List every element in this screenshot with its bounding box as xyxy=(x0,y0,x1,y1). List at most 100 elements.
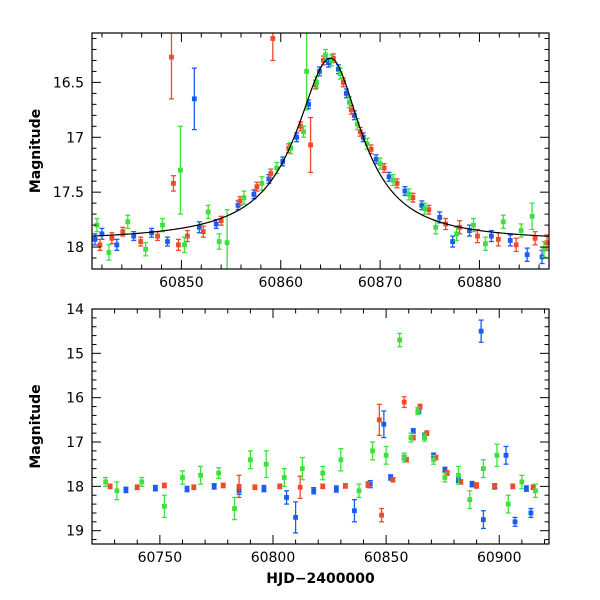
data-point xyxy=(114,238,120,251)
data-point xyxy=(205,204,211,220)
data-point xyxy=(351,499,357,523)
data-point xyxy=(261,484,267,493)
data-point xyxy=(406,188,412,201)
y-tick-label: 19 xyxy=(66,524,84,540)
data-point xyxy=(152,484,158,492)
data-point xyxy=(320,465,326,481)
data-point xyxy=(106,244,112,261)
data-point xyxy=(365,481,371,488)
data-point xyxy=(512,516,518,527)
data-point xyxy=(247,450,253,470)
data-point xyxy=(94,217,100,233)
data-point xyxy=(179,470,185,485)
data-point xyxy=(268,168,274,179)
y-tick-label: 17 xyxy=(66,435,84,451)
y-tick-label: 16 xyxy=(66,391,84,407)
data-point xyxy=(500,214,506,230)
data-point xyxy=(241,190,247,205)
x-tick-label: 60850 xyxy=(364,550,409,566)
data-point xyxy=(401,452,407,463)
data-point xyxy=(519,474,525,490)
data-point xyxy=(308,116,314,174)
data-point xyxy=(314,76,320,89)
plot-frame xyxy=(91,308,550,545)
y-tick-label: 15 xyxy=(66,346,84,362)
data-point xyxy=(165,236,171,247)
data-point xyxy=(259,176,265,191)
data-point xyxy=(191,484,197,491)
data-point xyxy=(125,214,131,230)
data-point xyxy=(252,484,258,491)
data-point xyxy=(161,494,167,519)
data-point xyxy=(478,319,484,343)
data-point xyxy=(155,231,161,242)
data-point xyxy=(103,476,109,488)
plot-area xyxy=(103,319,538,534)
data-point xyxy=(138,236,144,247)
data-point xyxy=(469,480,475,488)
data-point xyxy=(198,465,204,485)
data-point xyxy=(401,396,407,409)
x-axis-label: HJD−2400000 xyxy=(266,571,375,587)
data-point xyxy=(376,403,382,437)
x-tick-label: 60750 xyxy=(138,550,183,566)
y-tick-label: 17 xyxy=(66,130,84,146)
data-point xyxy=(528,507,534,519)
series-red xyxy=(97,33,549,253)
data-point xyxy=(134,484,140,491)
x-tick-label: 60860 xyxy=(258,275,303,291)
data-point xyxy=(532,231,538,246)
data-point xyxy=(524,247,530,262)
x-tick-label: 60900 xyxy=(477,550,522,566)
data-point xyxy=(114,481,120,501)
data-point xyxy=(442,472,448,483)
data-point xyxy=(284,490,290,505)
bottom-panel: 60750 60800 60850 60900 14 15 16 17 18 19 Magnitud… xyxy=(28,302,550,587)
data-point xyxy=(263,450,269,479)
data-point xyxy=(175,238,181,251)
data-point xyxy=(503,445,509,465)
data-point xyxy=(397,332,403,348)
data-point xyxy=(107,483,113,490)
data-point xyxy=(370,441,376,461)
data-point xyxy=(160,217,166,233)
y-tick-label: 14 xyxy=(66,302,84,318)
data-point xyxy=(474,482,480,489)
data-point xyxy=(311,487,317,495)
x-tick-label: 60850 xyxy=(159,275,204,291)
y-tick-label: 18 xyxy=(66,479,84,495)
data-point xyxy=(232,496,238,521)
data-point xyxy=(532,483,538,499)
data-point xyxy=(191,67,197,131)
data-point xyxy=(139,476,145,488)
data-point xyxy=(507,234,513,247)
data-point xyxy=(356,483,362,499)
data-point xyxy=(437,211,443,224)
data-point xyxy=(294,132,300,143)
ticks xyxy=(92,33,549,270)
data-point xyxy=(467,490,473,510)
data-point xyxy=(143,242,149,257)
data-point xyxy=(495,232,501,247)
data-point xyxy=(97,238,103,251)
data-point xyxy=(342,483,348,489)
data-point xyxy=(422,433,428,442)
data-point xyxy=(220,482,226,489)
data-point xyxy=(170,175,176,192)
data-point xyxy=(390,173,396,187)
data-point xyxy=(492,483,498,489)
data-point xyxy=(513,237,519,253)
y-axis-label: Magnitude xyxy=(28,109,44,193)
data-point xyxy=(216,233,222,250)
data-point xyxy=(277,483,283,490)
data-point xyxy=(383,445,389,465)
data-point xyxy=(415,406,421,416)
data-point xyxy=(431,454,437,465)
data-point xyxy=(184,485,190,493)
data-point xyxy=(281,467,287,488)
data-point xyxy=(377,157,383,170)
data-point xyxy=(216,467,222,480)
data-point xyxy=(224,209,230,269)
data-point xyxy=(236,474,242,499)
y-axis-label: Magnitude xyxy=(28,384,44,468)
